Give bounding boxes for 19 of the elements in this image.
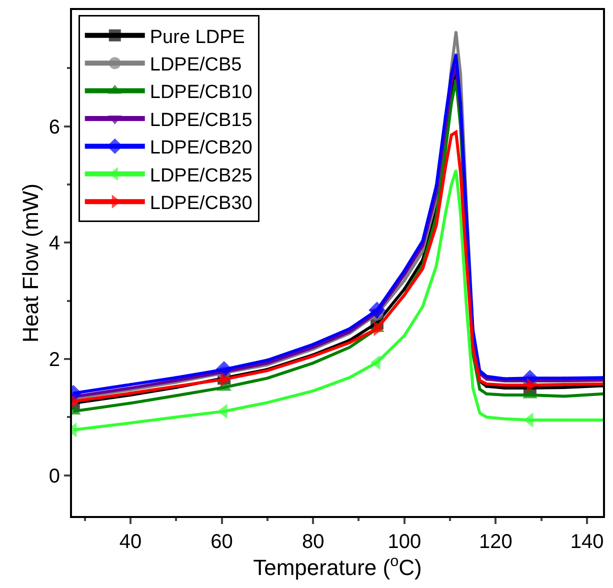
x-tick-label: 140 (570, 531, 604, 553)
legend-label: LDPE/CB20 (150, 138, 252, 159)
y-axis-title: Heat Flow (mW) (18, 184, 44, 342)
x-axis-title: Temperature ($^{o}$C) (253, 553, 422, 580)
y-tick-label: 2 (48, 348, 60, 371)
legend-label: Pure LDPE (150, 26, 245, 48)
x-tick-label: 120 (479, 531, 512, 553)
y-tick-label: 0 (48, 465, 60, 488)
y-tick-label: 4 (48, 232, 60, 255)
legend-label: LDPE/CB5 (150, 54, 242, 76)
x-tick-label: 100 (388, 531, 422, 553)
legend-label: LDPE/CB25 (150, 165, 252, 186)
legend-label: LDPE/CB30 (150, 193, 252, 214)
x-tick-label: 40 (119, 531, 142, 553)
x-tick-label: 60 (210, 531, 233, 553)
legend-label: LDPE/CB10 (150, 82, 252, 104)
legend-label: LDPE/CB15 (150, 110, 252, 131)
y-tick-label: 6 (48, 116, 60, 138)
x-tick-label: 80 (302, 531, 324, 553)
